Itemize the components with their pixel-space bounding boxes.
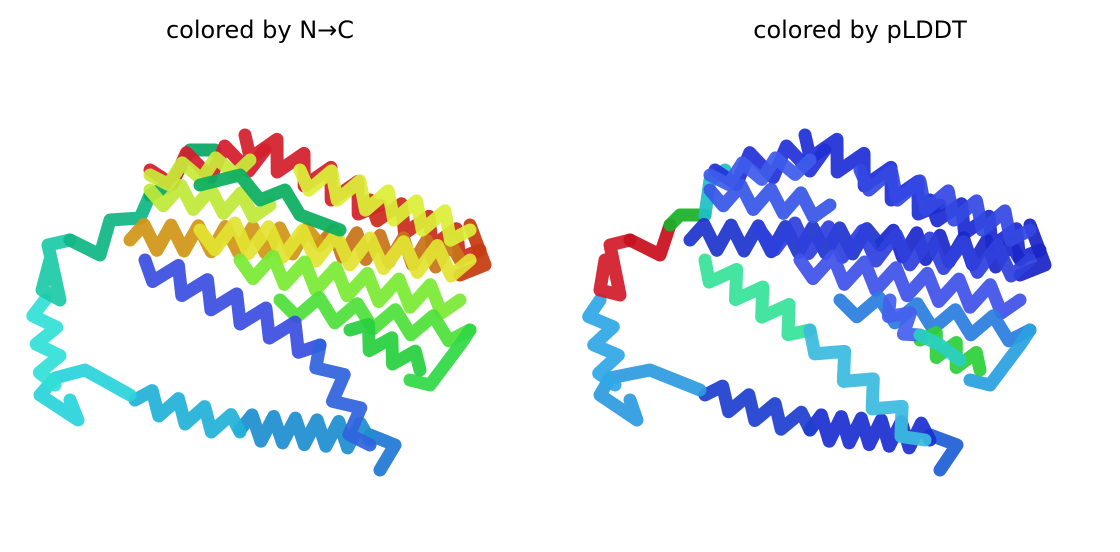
backbone-segment [128, 384, 247, 439]
backbone-segment [803, 323, 932, 447]
backbone-segment [143, 178, 277, 224]
panel-title: colored by pLDDT [753, 16, 967, 44]
backbone-segment [698, 379, 817, 437]
backbone-segment [138, 253, 327, 359]
backbone-segment [703, 151, 817, 191]
backbone-segment [593, 363, 707, 427]
backbone-segment [913, 326, 987, 377]
backbone-segment [233, 249, 467, 320]
backbone-segment [35, 233, 77, 307]
backbone-segment [26, 293, 67, 392]
backbone-segment [963, 323, 1037, 392]
backbone-segment [453, 218, 492, 282]
backbone-segment [698, 253, 817, 342]
protein-structure-plddt [582, 128, 1052, 477]
backbone-segment [1013, 218, 1052, 282]
backbone-segment [753, 216, 1037, 283]
protein-structure-n-to-c [26, 128, 492, 477]
backbone-segment [193, 168, 347, 237]
backbone-segment [913, 328, 967, 367]
backbone-segment [663, 208, 712, 232]
backbone-segment [803, 408, 937, 455]
backbone-segment [881, 293, 927, 342]
backbone-segment [593, 233, 637, 302]
backbone-segment [293, 163, 477, 247]
backbone-segment [233, 408, 377, 455]
backbone-segment [363, 428, 402, 477]
backbone-segment [343, 318, 427, 377]
backbone-segment [923, 428, 964, 477]
backbone-segment [853, 163, 1037, 247]
backbone-segment [623, 218, 677, 262]
backbone-segment [582, 293, 625, 392]
panel-title: colored by N→C [165, 16, 355, 44]
panel-plddt: colored by pLDDT [560, 0, 1120, 552]
backbone-segment [793, 249, 1027, 320]
backbone-segment [703, 178, 837, 224]
panel-n-to-c: colored by N→C [26, 16, 492, 477]
backbone-segment [403, 323, 477, 392]
backbone-segment [309, 338, 377, 452]
backbone-segment [63, 188, 157, 262]
